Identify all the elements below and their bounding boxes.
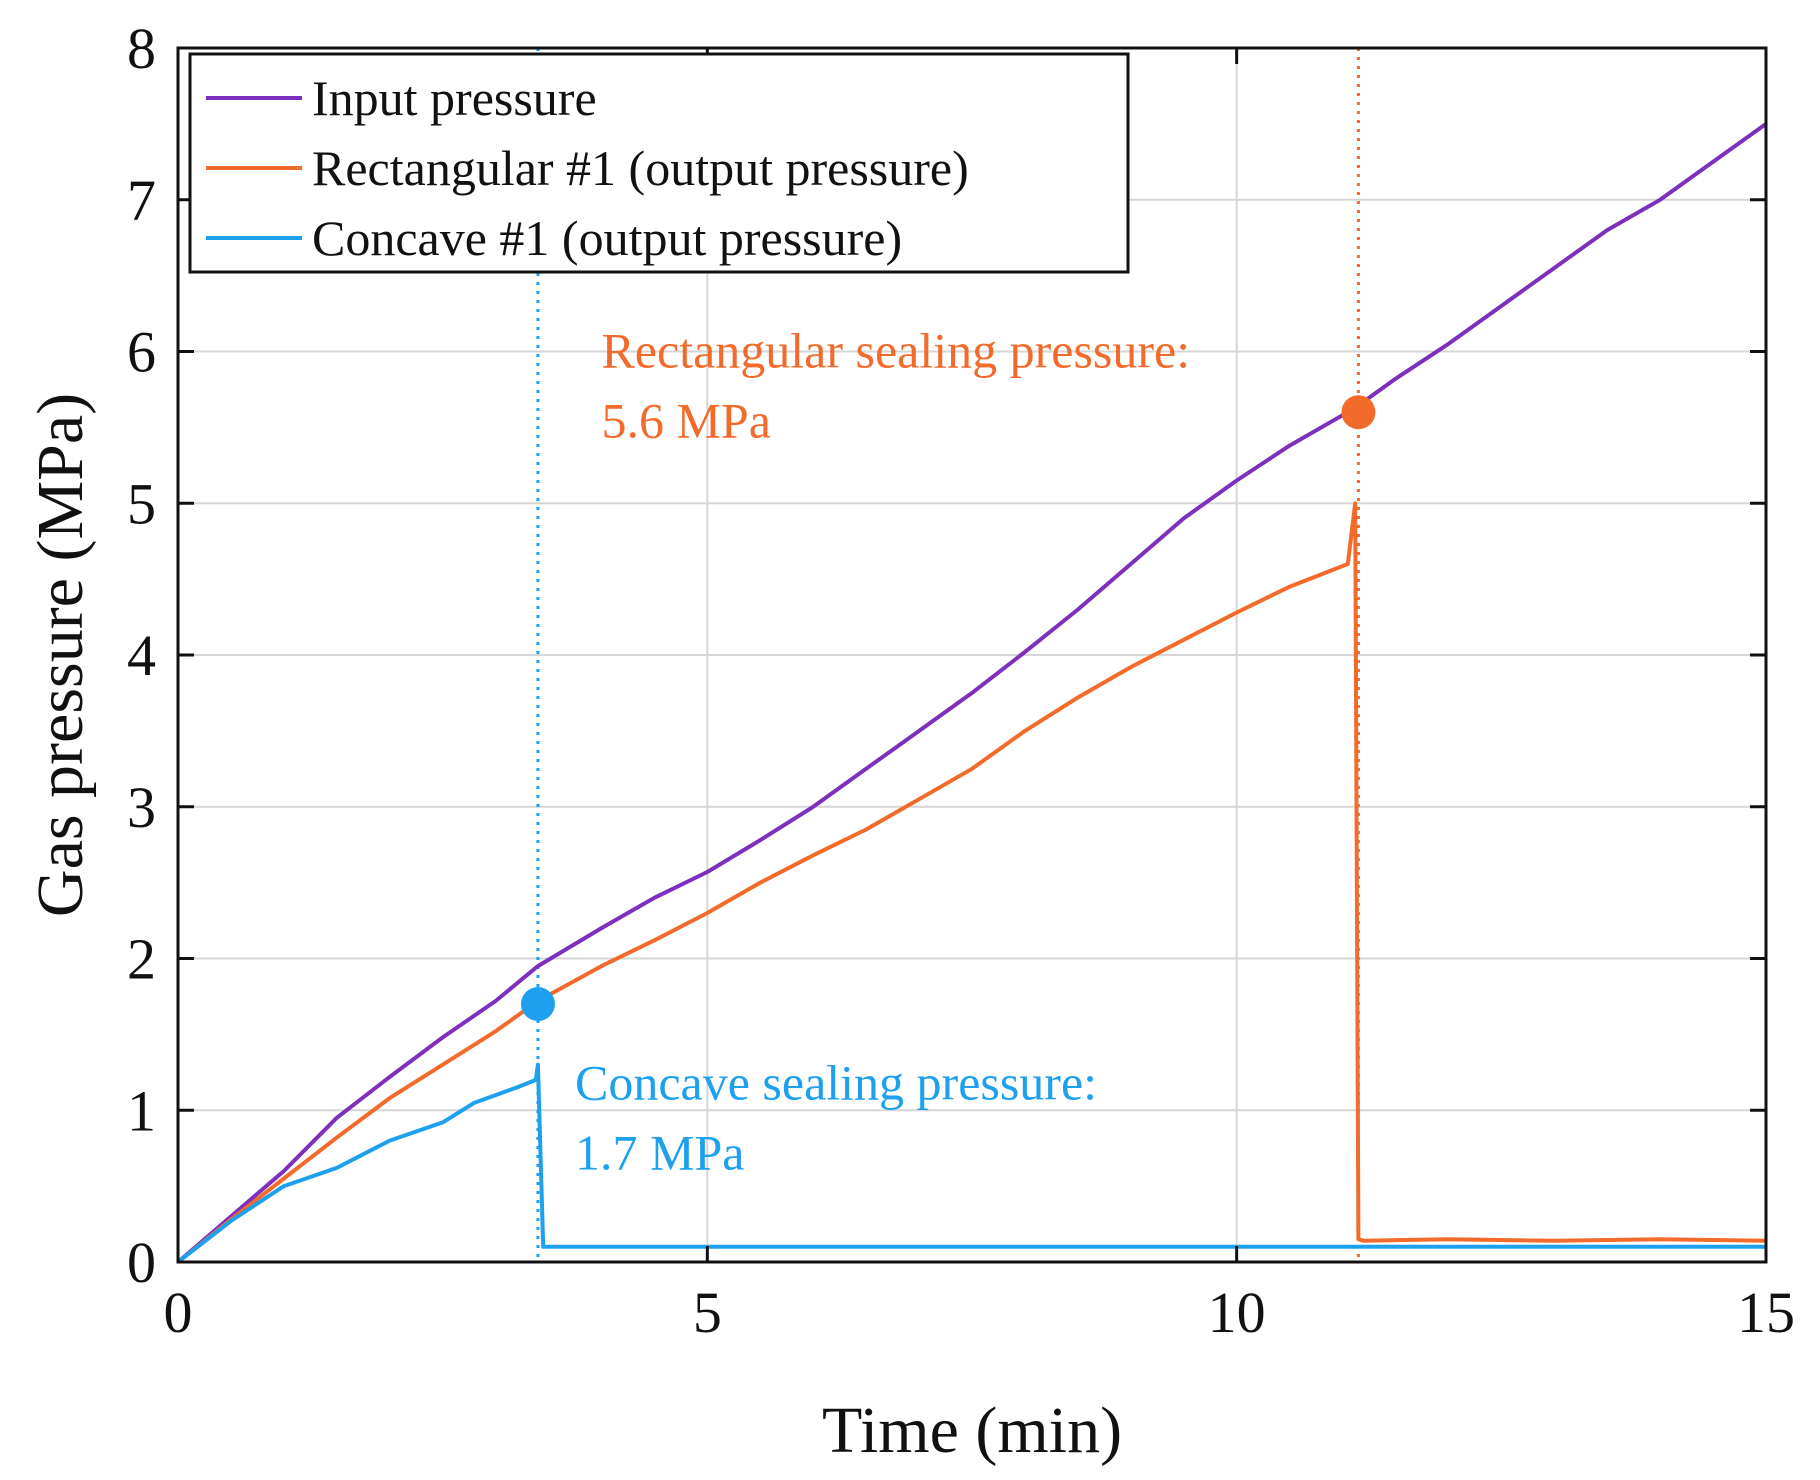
y-tick-label-4: 4 bbox=[127, 623, 156, 688]
y-tick-label-5: 5 bbox=[127, 471, 156, 536]
legend-label-input-pressure: Input pressure bbox=[312, 70, 597, 126]
legend-label-rectangular: Rectangular #1 (output pressure) bbox=[312, 140, 969, 196]
y-axis-label: Gas pressure (MPa) bbox=[24, 393, 97, 917]
y-tick-label-6: 6 bbox=[127, 320, 156, 385]
x-tick-label-5: 5 bbox=[693, 1280, 722, 1345]
y-tick-label-2: 2 bbox=[127, 927, 156, 992]
legend-box bbox=[188, 52, 1130, 274]
series-line-rectangular-1-output-pressure bbox=[176, 501, 1767, 1264]
x-tick-label-15: 15 bbox=[1737, 1280, 1795, 1345]
rectangular-annotation-value: 5.6 MPa bbox=[601, 393, 770, 449]
x-tick-label-10: 10 bbox=[1208, 1280, 1266, 1345]
y-tick-label-3: 3 bbox=[127, 775, 156, 840]
y-tick-label-8: 8 bbox=[127, 16, 156, 81]
y-tick-label-7: 7 bbox=[127, 168, 156, 233]
x-tick-label-0: 0 bbox=[164, 1280, 193, 1345]
rectangular-annotation-line1: Rectangular sealing pressure: bbox=[601, 323, 1190, 379]
concave-annotation-line1: Concave sealing pressure: bbox=[575, 1054, 1097, 1110]
axis-ticks: 0 5 10 15 0 1 2 3 4 5 6 7 8 bbox=[127, 16, 1795, 1345]
sealing-point-marker-1 bbox=[1341, 395, 1376, 430]
annotations: Rectangular sealing pressure: 5.6 MPa Co… bbox=[575, 323, 1190, 1181]
x-axis-label: Time (min) bbox=[822, 1394, 1122, 1467]
sealing-point-marker-0 bbox=[520, 987, 555, 1022]
y-tick-label-0: 0 bbox=[127, 1230, 156, 1295]
concave-annotation-value: 1.7 MPa bbox=[575, 1124, 744, 1180]
legend: Input pressure Rectangular #1 (output pr… bbox=[188, 52, 1130, 274]
sealing-markers bbox=[520, 395, 1376, 1022]
y-tick-label-1: 1 bbox=[127, 1078, 156, 1143]
series-line-input-pressure bbox=[176, 122, 1768, 1264]
legend-label-concave: Concave #1 (output pressure) bbox=[312, 210, 902, 266]
